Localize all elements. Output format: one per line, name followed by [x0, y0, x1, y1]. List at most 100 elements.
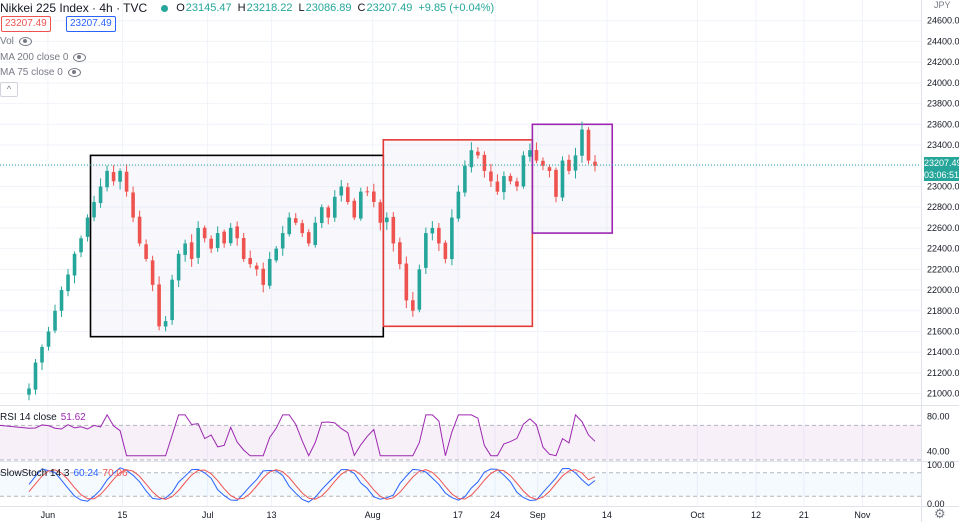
candle — [398, 242, 402, 265]
candle — [476, 151, 480, 156]
candle — [437, 227, 441, 244]
gear-icon[interactable]: ⚙ — [934, 506, 946, 521]
indicator-ma75-label: MA 75 close 0 — [0, 67, 63, 78]
x-tick-label: Sep — [530, 510, 546, 520]
candle — [222, 231, 226, 244]
high-label: H — [237, 2, 246, 14]
candle — [450, 217, 454, 260]
eye-icon[interactable] — [67, 68, 81, 77]
close-value: 23207.49 — [366, 2, 413, 14]
candle — [118, 170, 122, 182]
candle — [541, 160, 545, 166]
candle — [567, 159, 571, 171]
eye-icon[interactable] — [18, 37, 32, 46]
candle — [163, 321, 168, 327]
candle — [502, 176, 506, 193]
candle — [560, 160, 565, 198]
y-tick-label: 22000.00 — [927, 285, 959, 295]
open-label: O — [176, 2, 185, 14]
rsi-legend[interactable]: RSI 14 close 51.62 — [0, 412, 86, 423]
candle — [424, 233, 428, 268]
box-range-3 — [531, 123, 614, 234]
candle — [443, 242, 448, 259]
low-label: L — [298, 2, 305, 14]
y-tick-label: 22800.00 — [927, 202, 959, 212]
stoch-k-line — [28, 467, 596, 503]
y-tick-label: 24400.00 — [927, 36, 959, 46]
y-tick-label: 21000.00 — [927, 389, 959, 399]
candle — [183, 243, 187, 255]
indicator-ma75[interactable]: MA 75 close 0 — [0, 67, 81, 78]
collapse-indicators-button[interactable]: ^ — [0, 82, 18, 97]
x-tick-label: Jun — [41, 510, 56, 520]
candle — [580, 129, 584, 156]
x-tick-label: Aug — [365, 510, 381, 520]
candle — [85, 217, 90, 237]
y-tick-label: 21600.00 — [927, 326, 959, 336]
indicator-ma200-label: MA 200 close 0 — [0, 52, 69, 63]
symbol-title[interactable]: Nikkei 225 Index · 4h · TVC — [0, 1, 148, 15]
y-tick-label: 23600.00 — [927, 119, 959, 129]
candle — [267, 258, 272, 286]
candle — [274, 248, 279, 261]
candle — [300, 223, 305, 234]
indicator-vol-label: Vol — [0, 36, 14, 47]
candle — [105, 170, 109, 188]
candle — [287, 217, 292, 235]
candle — [33, 362, 38, 390]
stoch-legend[interactable]: SlowStoch 14 3 60.24 70.06 — [0, 468, 128, 479]
candle — [534, 150, 539, 161]
bid-price-box[interactable]: 23207.49 — [1, 16, 51, 32]
x-tick-label: 13 — [267, 510, 277, 520]
x-tick-label: 17 — [453, 510, 463, 520]
x-tick-label: Oct — [690, 510, 705, 520]
candle — [280, 233, 285, 249]
candle — [573, 155, 578, 171]
indicator-vol[interactable]: Vol — [0, 36, 32, 47]
candle — [98, 186, 103, 204]
candle — [92, 202, 96, 218]
indicator-ma200[interactable]: MA 200 close 0 — [0, 52, 87, 63]
box-range-1 — [89, 154, 385, 338]
candle — [235, 226, 239, 239]
y-tick-label: 22600.00 — [927, 223, 959, 233]
candle — [358, 191, 363, 219]
last-price-label: 23207.49 — [924, 157, 959, 169]
candle — [404, 263, 409, 301]
candle — [124, 171, 129, 192]
candle — [59, 290, 64, 311]
eye-icon[interactable] — [73, 53, 87, 62]
candle — [202, 227, 207, 239]
candle — [528, 150, 532, 157]
rsi-band — [0, 425, 921, 460]
candle — [482, 154, 487, 171]
ask-price-box[interactable]: 23207.49 — [66, 16, 116, 32]
candle — [547, 167, 552, 171]
rsi-tick-label: 80.00 — [927, 412, 950, 422]
candle — [554, 169, 558, 197]
candle — [593, 161, 597, 166]
candle — [378, 202, 383, 223]
candle — [326, 207, 331, 218]
stoch-d-value: 70.06 — [102, 468, 128, 479]
candle — [27, 388, 31, 395]
y-tick-label: 23800.00 — [927, 99, 959, 109]
candle — [150, 260, 155, 285]
stoch-tick-label: 0.00 — [927, 499, 945, 509]
candle — [411, 300, 415, 311]
market-status-dot-icon — [161, 4, 169, 12]
candle — [515, 181, 519, 187]
x-tick-label: 14 — [602, 510, 612, 520]
y-tick-label: 21800.00 — [927, 306, 959, 316]
stoch-band — [0, 472, 921, 497]
stoch-k-value: 60.24 — [73, 468, 99, 479]
currency-label: JPY — [934, 0, 951, 10]
candle — [339, 186, 344, 196]
candle — [313, 222, 318, 245]
candles — [27, 121, 597, 401]
candle — [261, 268, 266, 285]
candle — [79, 238, 83, 253]
candle — [189, 242, 194, 259]
x-tick-label: Nov — [854, 510, 871, 520]
